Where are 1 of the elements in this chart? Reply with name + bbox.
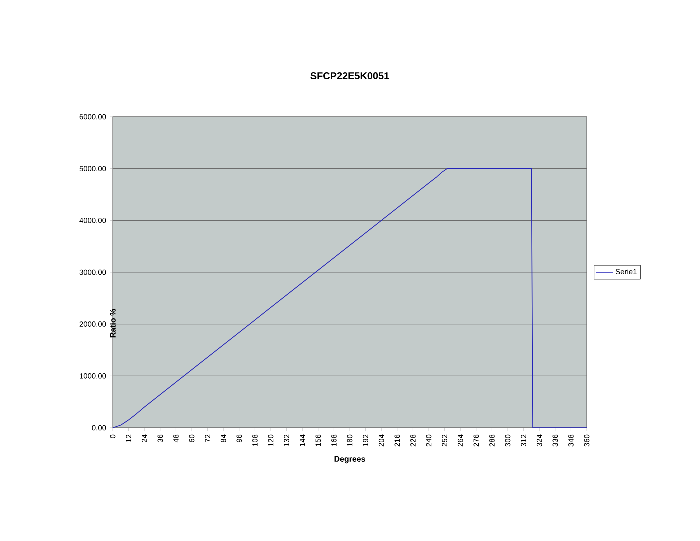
chart-title: SFCP22E5K0051 (310, 72, 390, 80)
